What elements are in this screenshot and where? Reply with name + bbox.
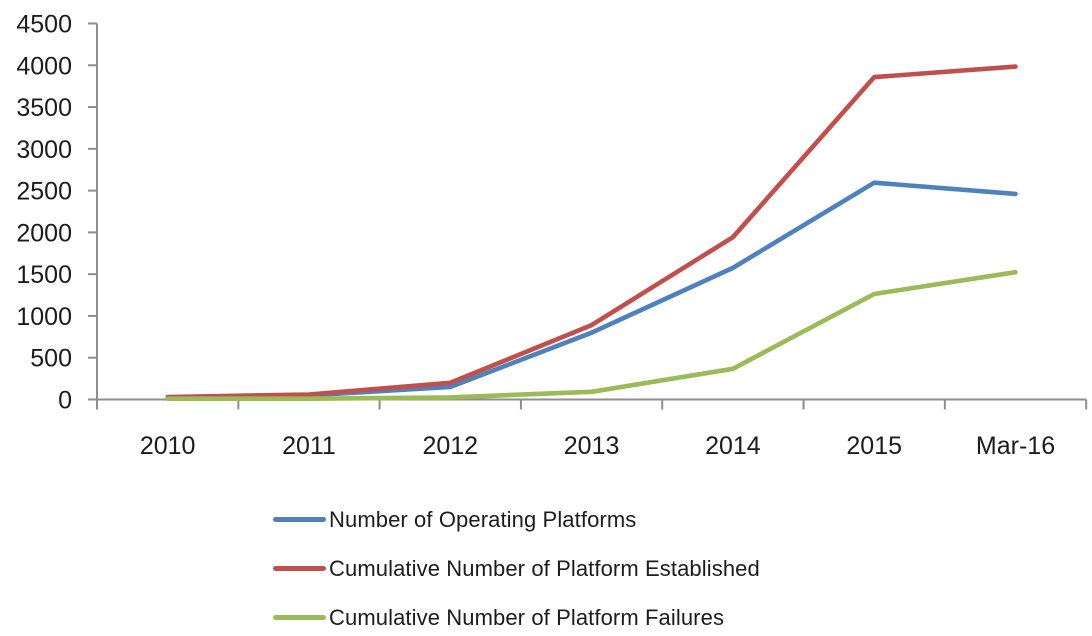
y-axis-tick-label: 2500 bbox=[16, 178, 72, 206]
x-axis-tick-label: 2015 bbox=[846, 432, 902, 460]
legend-line-swatch-blue bbox=[273, 517, 326, 522]
line-chart-canvas: 0 500 1000 1500 2000 2500 3000 3500 4000 4500 2010… bbox=[16, 11, 1088, 460]
x-axis-tick-label: 2014 bbox=[705, 432, 761, 460]
y-axis-tick-label: 2000 bbox=[16, 219, 72, 247]
legend-label-platform-established: Cumulative Number of Platform Establishe… bbox=[329, 555, 760, 581]
legend-item-operating-platforms: Number of Operating Platforms bbox=[273, 495, 760, 544]
series-line-3 bbox=[165, 269, 1018, 402]
legend-item-platform-failures: Cumulative Number of Platform Failures bbox=[273, 593, 760, 636]
chart-legend: Number of Operating Platforms Cumulative… bbox=[273, 495, 760, 636]
x-axis-tick-label: 2010 bbox=[140, 432, 196, 460]
y-axis-tick-label: 3000 bbox=[16, 136, 72, 164]
x-axis-tick-label: 2012 bbox=[422, 432, 478, 460]
legend-item-platform-established: Cumulative Number of Platform Establishe… bbox=[273, 544, 760, 593]
y-axis-tick-label: 1500 bbox=[16, 261, 72, 289]
legend-line-swatch-green bbox=[273, 615, 326, 620]
series-line-2 bbox=[165, 64, 1018, 400]
y-axis-tick-label: 0 bbox=[58, 387, 72, 415]
legend-label-platform-failures: Cumulative Number of Platform Failures bbox=[329, 604, 725, 630]
x-axis-tick-label: 2013 bbox=[564, 432, 620, 460]
y-axis-tick-label: 1000 bbox=[16, 303, 72, 331]
y-axis-tick-label: 4000 bbox=[16, 52, 72, 80]
legend-line-swatch-red bbox=[273, 566, 326, 571]
y-axis-tick-label: 3500 bbox=[16, 94, 72, 122]
x-axis-tick-label: Mar-16 bbox=[976, 432, 1055, 460]
x-axis-tick-label: 2011 bbox=[282, 432, 336, 460]
y-axis-tick-label: 500 bbox=[30, 345, 72, 373]
legend-label-operating-platforms: Number of Operating Platforms bbox=[329, 506, 637, 532]
y-axis-tick-label: 4500 bbox=[16, 11, 72, 39]
